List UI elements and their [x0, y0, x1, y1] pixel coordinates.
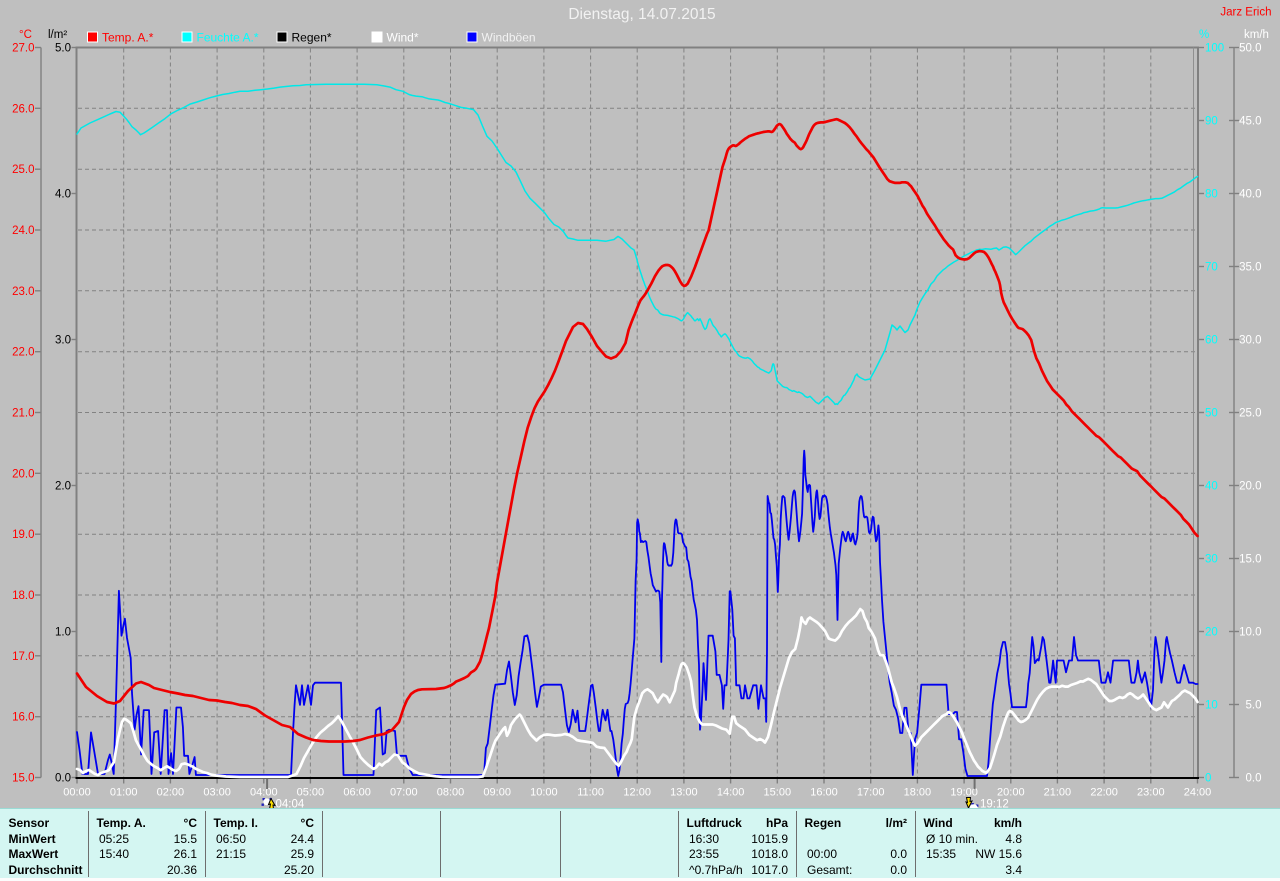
svg-text:40: 40 — [1205, 481, 1218, 493]
svg-text:3.0: 3.0 — [55, 335, 71, 347]
svg-text:25.0: 25.0 — [1239, 408, 1261, 420]
svg-text:26.0: 26.0 — [12, 103, 34, 115]
svg-text:20.0: 20.0 — [1239, 481, 1261, 493]
svg-text:08:00: 08:00 — [437, 787, 465, 799]
svg-text:60: 60 — [1205, 335, 1218, 347]
svg-text:Jarz Erich: Jarz Erich — [1220, 7, 1271, 19]
svg-text:12:00: 12:00 — [623, 787, 651, 799]
svg-text:15.0: 15.0 — [12, 773, 34, 785]
svg-text:0.0: 0.0 — [1246, 773, 1262, 785]
svg-text:2.0: 2.0 — [55, 481, 71, 493]
svg-text:15:00: 15:00 — [764, 787, 792, 799]
svg-text:24:00: 24:00 — [1184, 787, 1212, 799]
svg-text:21.0: 21.0 — [12, 408, 34, 420]
svg-text:0: 0 — [1205, 773, 1211, 785]
svg-text:Dienstag, 14.07.2015: Dienstag, 14.07.2015 — [568, 6, 715, 23]
svg-text:10.0: 10.0 — [1239, 627, 1261, 639]
svg-text:50.0: 50.0 — [1239, 43, 1261, 55]
svg-text:100: 100 — [1205, 43, 1224, 55]
svg-text:30.0: 30.0 — [1239, 335, 1261, 347]
svg-text:4.0: 4.0 — [55, 189, 71, 201]
svg-text:16.0: 16.0 — [12, 712, 34, 724]
svg-text:90: 90 — [1205, 116, 1218, 128]
svg-text:80: 80 — [1205, 189, 1218, 201]
svg-text:35.0: 35.0 — [1239, 262, 1261, 274]
svg-text:Regen*: Regen* — [292, 31, 332, 45]
svg-text:18.0: 18.0 — [12, 590, 34, 602]
svg-text:°C: °C — [19, 29, 32, 41]
svg-text:07:00: 07:00 — [390, 787, 418, 799]
svg-text:17:00: 17:00 — [857, 787, 885, 799]
svg-text:27.0: 27.0 — [12, 43, 34, 55]
svg-text:09:00: 09:00 — [483, 787, 511, 799]
svg-text:13:00: 13:00 — [670, 787, 698, 799]
svg-text:5.0: 5.0 — [1246, 700, 1262, 712]
svg-text:10:00: 10:00 — [530, 787, 558, 799]
svg-text:Wind*: Wind* — [387, 31, 419, 45]
svg-text:16:00: 16:00 — [810, 787, 838, 799]
svg-text:24.0: 24.0 — [12, 225, 34, 237]
svg-text:23:00: 23:00 — [1137, 787, 1165, 799]
svg-text:20:00: 20:00 — [997, 787, 1025, 799]
svg-text:0.0: 0.0 — [55, 773, 71, 785]
svg-text:l/m²: l/m² — [48, 29, 67, 41]
svg-text:03:00: 03:00 — [203, 787, 231, 799]
svg-text:15.0: 15.0 — [1239, 554, 1261, 566]
svg-text:Feuchte A.*: Feuchte A.* — [197, 31, 259, 45]
svg-text:30: 30 — [1205, 554, 1218, 566]
svg-text:05:00: 05:00 — [297, 787, 325, 799]
svg-text:00:00: 00:00 — [63, 787, 91, 799]
svg-text:17.0: 17.0 — [12, 651, 34, 663]
svg-text:04:00: 04:00 — [250, 787, 278, 799]
svg-text:70: 70 — [1205, 262, 1218, 274]
svg-text:20: 20 — [1205, 627, 1218, 639]
svg-text:18:00: 18:00 — [904, 787, 932, 799]
svg-text:50: 50 — [1205, 408, 1218, 420]
svg-text:23.0: 23.0 — [12, 286, 34, 298]
svg-text:19:00: 19:00 — [950, 787, 978, 799]
svg-text:14:00: 14:00 — [717, 787, 745, 799]
svg-text:km/h: km/h — [1244, 29, 1269, 41]
svg-text:5.0: 5.0 — [55, 43, 71, 55]
svg-text:04:04: 04:04 — [276, 799, 305, 809]
svg-text:06:00: 06:00 — [343, 787, 371, 799]
svg-text:19:12: 19:12 — [980, 799, 1009, 809]
svg-text:1.0: 1.0 — [55, 627, 71, 639]
svg-text:10: 10 — [1205, 700, 1218, 712]
svg-text:25.0: 25.0 — [12, 164, 34, 176]
svg-text:40.0: 40.0 — [1239, 189, 1261, 201]
svg-text:19.0: 19.0 — [12, 529, 34, 541]
svg-text:20.0: 20.0 — [12, 468, 34, 480]
svg-text:Temp. A.*: Temp. A.* — [102, 31, 154, 45]
svg-text:45.0: 45.0 — [1239, 116, 1261, 128]
svg-text:21:00: 21:00 — [1044, 787, 1072, 799]
svg-text:22:00: 22:00 — [1090, 787, 1118, 799]
svg-text:Windböen: Windböen — [482, 31, 536, 45]
svg-text:01:00: 01:00 — [110, 787, 138, 799]
svg-text:%: % — [1199, 29, 1209, 41]
svg-text:11:00: 11:00 — [577, 787, 604, 799]
svg-text:02:00: 02:00 — [157, 787, 185, 799]
svg-text:22.0: 22.0 — [12, 347, 34, 359]
